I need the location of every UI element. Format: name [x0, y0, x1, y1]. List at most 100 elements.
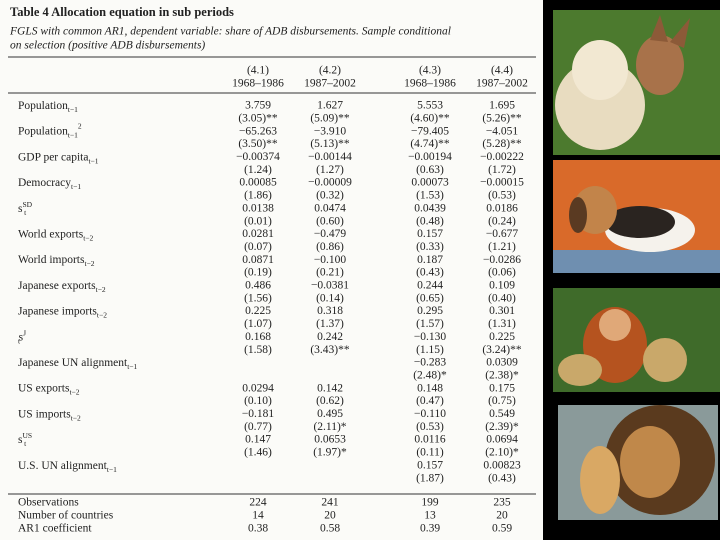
coefficient: 0.549 — [489, 408, 515, 420]
t-statistic: (1.87) — [416, 472, 444, 484]
column-id: (4.3) — [419, 65, 441, 77]
footer-label: AR1 coefficient — [18, 523, 92, 535]
coefficient: −0.00015 — [480, 177, 524, 189]
label-sub: t — [24, 208, 27, 217]
label-sub: t−2 — [96, 285, 106, 294]
t-statistic: (0.19) — [244, 267, 272, 279]
coefficient: 0.148 — [417, 382, 443, 394]
t-statistic: (0.53) — [416, 421, 444, 433]
column-id: (4.1) — [247, 65, 269, 77]
label-text: Population — [18, 100, 68, 112]
footer-label: Number of countries — [18, 510, 114, 522]
coefficient: 0.0694 — [486, 434, 518, 446]
label-sup: SD — [22, 200, 32, 209]
t-statistic: (0.65) — [416, 292, 444, 304]
label-text: s — [19, 331, 24, 343]
t-statistic: (2.10)* — [485, 447, 519, 459]
column-period: 1987–2002 — [304, 78, 356, 90]
row-label: US importst−2 — [18, 408, 81, 422]
coefficient: 0.0309 — [486, 357, 518, 369]
footer-label: Observations — [18, 497, 79, 509]
footer-value: 20 — [496, 510, 508, 522]
footer-value: 0.59 — [492, 523, 512, 535]
label-sup: US — [22, 431, 32, 440]
coefficient: 1.627 — [317, 100, 343, 112]
coefficient: −0.677 — [486, 228, 519, 240]
t-statistic: (1.27) — [316, 164, 344, 176]
t-statistic: (1.07) — [244, 318, 272, 330]
coefficient: −79.405 — [411, 125, 449, 137]
label-text: Japanese imports — [18, 305, 97, 317]
t-statistic: (0.10) — [244, 395, 272, 407]
t-statistic: (0.32) — [316, 190, 344, 202]
photo-puppy — [553, 160, 720, 273]
footer-value: 20 — [324, 510, 336, 522]
t-statistic: (2.38)* — [485, 369, 519, 381]
t-statistic: (3.50)** — [238, 138, 278, 150]
row-label: GDP per capitat−1 — [18, 151, 99, 165]
footer-value: 0.58 — [320, 523, 340, 535]
t-statistic: (0.60) — [316, 215, 344, 227]
footer-value: 235 — [493, 497, 511, 509]
row-label: Democracyt−1 — [18, 177, 81, 191]
coefficient: 0.187 — [417, 254, 443, 266]
label-text: US exports — [18, 382, 70, 394]
coefficient: 0.109 — [489, 280, 515, 292]
t-statistic: (0.43) — [416, 267, 444, 279]
coefficient: −0.0286 — [483, 254, 521, 266]
coefficient: 0.0186 — [486, 202, 518, 214]
t-statistic: (0.06) — [488, 267, 516, 279]
coefficient: 0.225 — [489, 331, 515, 343]
column-period: 1968–1986 — [404, 78, 456, 90]
t-statistic: (1.97)* — [313, 447, 347, 459]
t-statistic: (1.53) — [416, 190, 444, 202]
coefficient: 0.175 — [489, 382, 515, 394]
footer-value: 199 — [421, 497, 439, 509]
coefficient: 0.147 — [245, 434, 271, 446]
row-label: sSD t — [18, 200, 33, 217]
coefficient: 0.00073 — [411, 177, 449, 189]
row-label: World importst−2 — [18, 254, 95, 268]
t-statistic: (0.01) — [244, 215, 272, 227]
label-text: US imports — [18, 408, 71, 420]
coefficient: 3.759 — [245, 100, 271, 112]
t-statistic: (1.24) — [244, 164, 272, 176]
table-panel — [0, 0, 543, 540]
subtitle: FGLS with common AR1, dependent variable… — [9, 26, 451, 38]
t-statistic: (2.39)* — [485, 421, 519, 433]
t-statistic: (0.11) — [416, 447, 444, 459]
t-statistic: (0.48) — [416, 215, 444, 227]
t-statistic: (0.86) — [316, 241, 344, 253]
t-statistic: (1.72) — [488, 164, 516, 176]
coefficient: −0.100 — [314, 254, 347, 266]
t-statistic: (0.62) — [316, 395, 344, 407]
coefficient: 0.00085 — [239, 177, 277, 189]
coefficient: 0.00823 — [483, 459, 521, 471]
label-text: s — [18, 434, 23, 446]
table-title: Table 4 Allocation equation in sub perio… — [10, 5, 234, 19]
coefficient: −0.00194 — [408, 151, 452, 163]
coefficient: 0.168 — [245, 331, 271, 343]
coefficient: −0.181 — [242, 408, 275, 420]
label-text: Japanese exports — [18, 280, 96, 292]
label-text: World exports — [18, 228, 84, 240]
coefficient: −0.00222 — [480, 151, 524, 163]
t-statistic: (1.46) — [244, 447, 272, 459]
coefficient: 0.301 — [489, 305, 515, 317]
coefficient: −0.110 — [414, 408, 446, 420]
t-statistic: (2.11)* — [313, 421, 346, 433]
label-sub: t−1 — [127, 362, 137, 371]
label-sub: t−2 — [97, 310, 107, 319]
column-period: 1968–1986 — [232, 78, 284, 90]
coefficient: 0.0281 — [242, 228, 274, 240]
t-statistic: (0.24) — [488, 215, 516, 227]
t-statistic: (3.05)** — [238, 112, 278, 124]
coefficient: −0.479 — [314, 228, 347, 240]
t-statistic: (0.43) — [488, 472, 516, 484]
coefficient: −0.130 — [414, 331, 447, 343]
label-sub: t−2 — [83, 233, 93, 242]
coefficient: 0.157 — [417, 459, 443, 471]
t-statistic: (2.48)* — [413, 369, 447, 381]
coefficient: 0.157 — [417, 228, 443, 240]
